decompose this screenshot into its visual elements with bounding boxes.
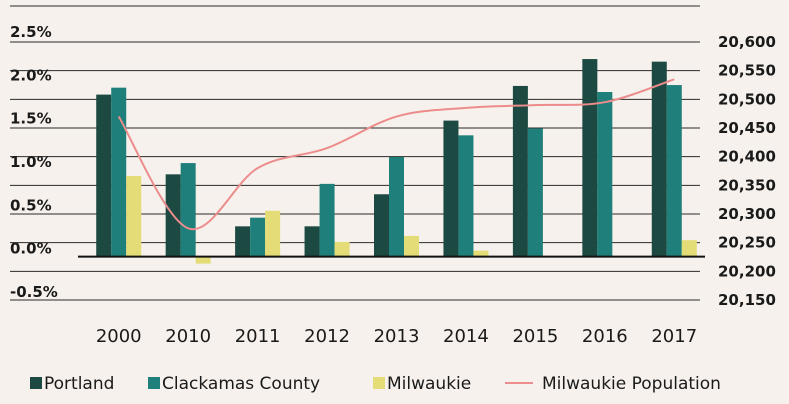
left-axis-tick: 0.0% (10, 240, 52, 258)
right-axis-ticks: 20,600 20,550 20,500 20,450 20,400 20,350 20,3… (718, 33, 776, 309)
legend-swatch-clackamas-county (148, 377, 160, 389)
bar-clackamas-county-2010 (180, 163, 196, 257)
left-axis-tick: 1.5% (10, 110, 52, 128)
bar-portland-2016 (582, 59, 598, 257)
right-axis-tick: 20,200 (718, 262, 776, 280)
bar-portland-2017 (651, 61, 667, 257)
milwaukie-population-line (117, 78, 675, 231)
legend-label-portland: Portland (44, 374, 114, 394)
bar-clackamas-county-2013 (389, 157, 404, 257)
legend-label-clackamas-county: Clackamas County (162, 374, 320, 394)
right-axis-tick: 20,350 (718, 176, 776, 194)
bar-portland-2015 (512, 85, 528, 257)
x-axis-tick: 2011 (235, 326, 281, 347)
bar-portland-2012 (304, 226, 320, 257)
legend-label-milwaukie: Milwaukie (387, 374, 471, 394)
bar-milwaukie-2012 (334, 241, 350, 257)
bar-clackamas-county-2012 (319, 183, 335, 257)
bar-milwaukie-2014 (473, 250, 489, 257)
left-axis-tick: 0.5% (10, 196, 52, 214)
x-axis-tick: 2012 (304, 326, 350, 347)
legend-swatch-milwaukie (373, 377, 385, 389)
bar-clackamas-county-2000 (111, 87, 127, 257)
bar-milwaukie-2000 (126, 176, 142, 257)
right-axis-tick: 20,300 (718, 205, 776, 223)
x-axis-tick: 2017 (651, 326, 697, 347)
bar-portland-2000 (96, 94, 112, 257)
right-axis-tick: 20,500 (718, 90, 776, 108)
bar-clackamas-county-2016 (597, 92, 613, 257)
bar-milwaukie-2011 (265, 210, 281, 257)
left-axis-ticks: 2.5% 2.0% 1.5% 1.0% 0.5% 0.0% -0.5% (10, 23, 58, 301)
x-axis-tick: 2010 (165, 326, 211, 347)
x-axis-tick: 2015 (512, 326, 558, 347)
left-axis-tick: -0.5% (10, 283, 58, 301)
right-axis-tick: 20,250 (718, 234, 776, 252)
legend: Portland Clackamas County Milwaukie Milwauk… (30, 374, 721, 394)
bars (96, 59, 697, 264)
population-line-layer (117, 78, 675, 231)
bar-clackamas-county-2011 (250, 217, 266, 257)
bar-milwaukie-2017 (681, 240, 697, 257)
right-axis-tick: 20,400 (718, 148, 776, 166)
x-axis-tick: 2016 (582, 326, 628, 347)
right-axis-tick: 20,550 (718, 62, 776, 80)
bar-clackamas-county-2014 (458, 135, 474, 257)
legend-swatch-portland (30, 377, 42, 389)
bar-milwaukie-2010 (195, 256, 211, 264)
x-axis-ticks: 2000 2010 2011 2012 2013 2014 2015 2016 2017 (96, 326, 697, 347)
x-axis-tick: 2013 (374, 326, 420, 347)
right-axis-tick: 20,600 (718, 33, 776, 51)
bar-clackamas-county-2017 (666, 85, 682, 257)
left-axis-tick: 1.0% (10, 153, 52, 171)
left-axis-tick: 2.0% (10, 66, 52, 84)
bar-clackamas-county-2015 (527, 128, 543, 257)
bar-portland-2011 (235, 226, 251, 257)
legend-label-milwaukie-population: Milwaukie Population (542, 374, 721, 394)
x-axis-tick: 2014 (443, 326, 489, 347)
bar-milwaukie-2013 (404, 235, 419, 257)
right-axis-tick: 20,150 (718, 291, 776, 309)
bar-portland-2014 (443, 120, 459, 257)
right-axis-tick: 20,450 (718, 119, 776, 137)
bar-portland-2013 (374, 194, 389, 257)
x-axis-tick: 2000 (96, 326, 142, 347)
left-axis-tick: 2.5% (10, 23, 52, 41)
